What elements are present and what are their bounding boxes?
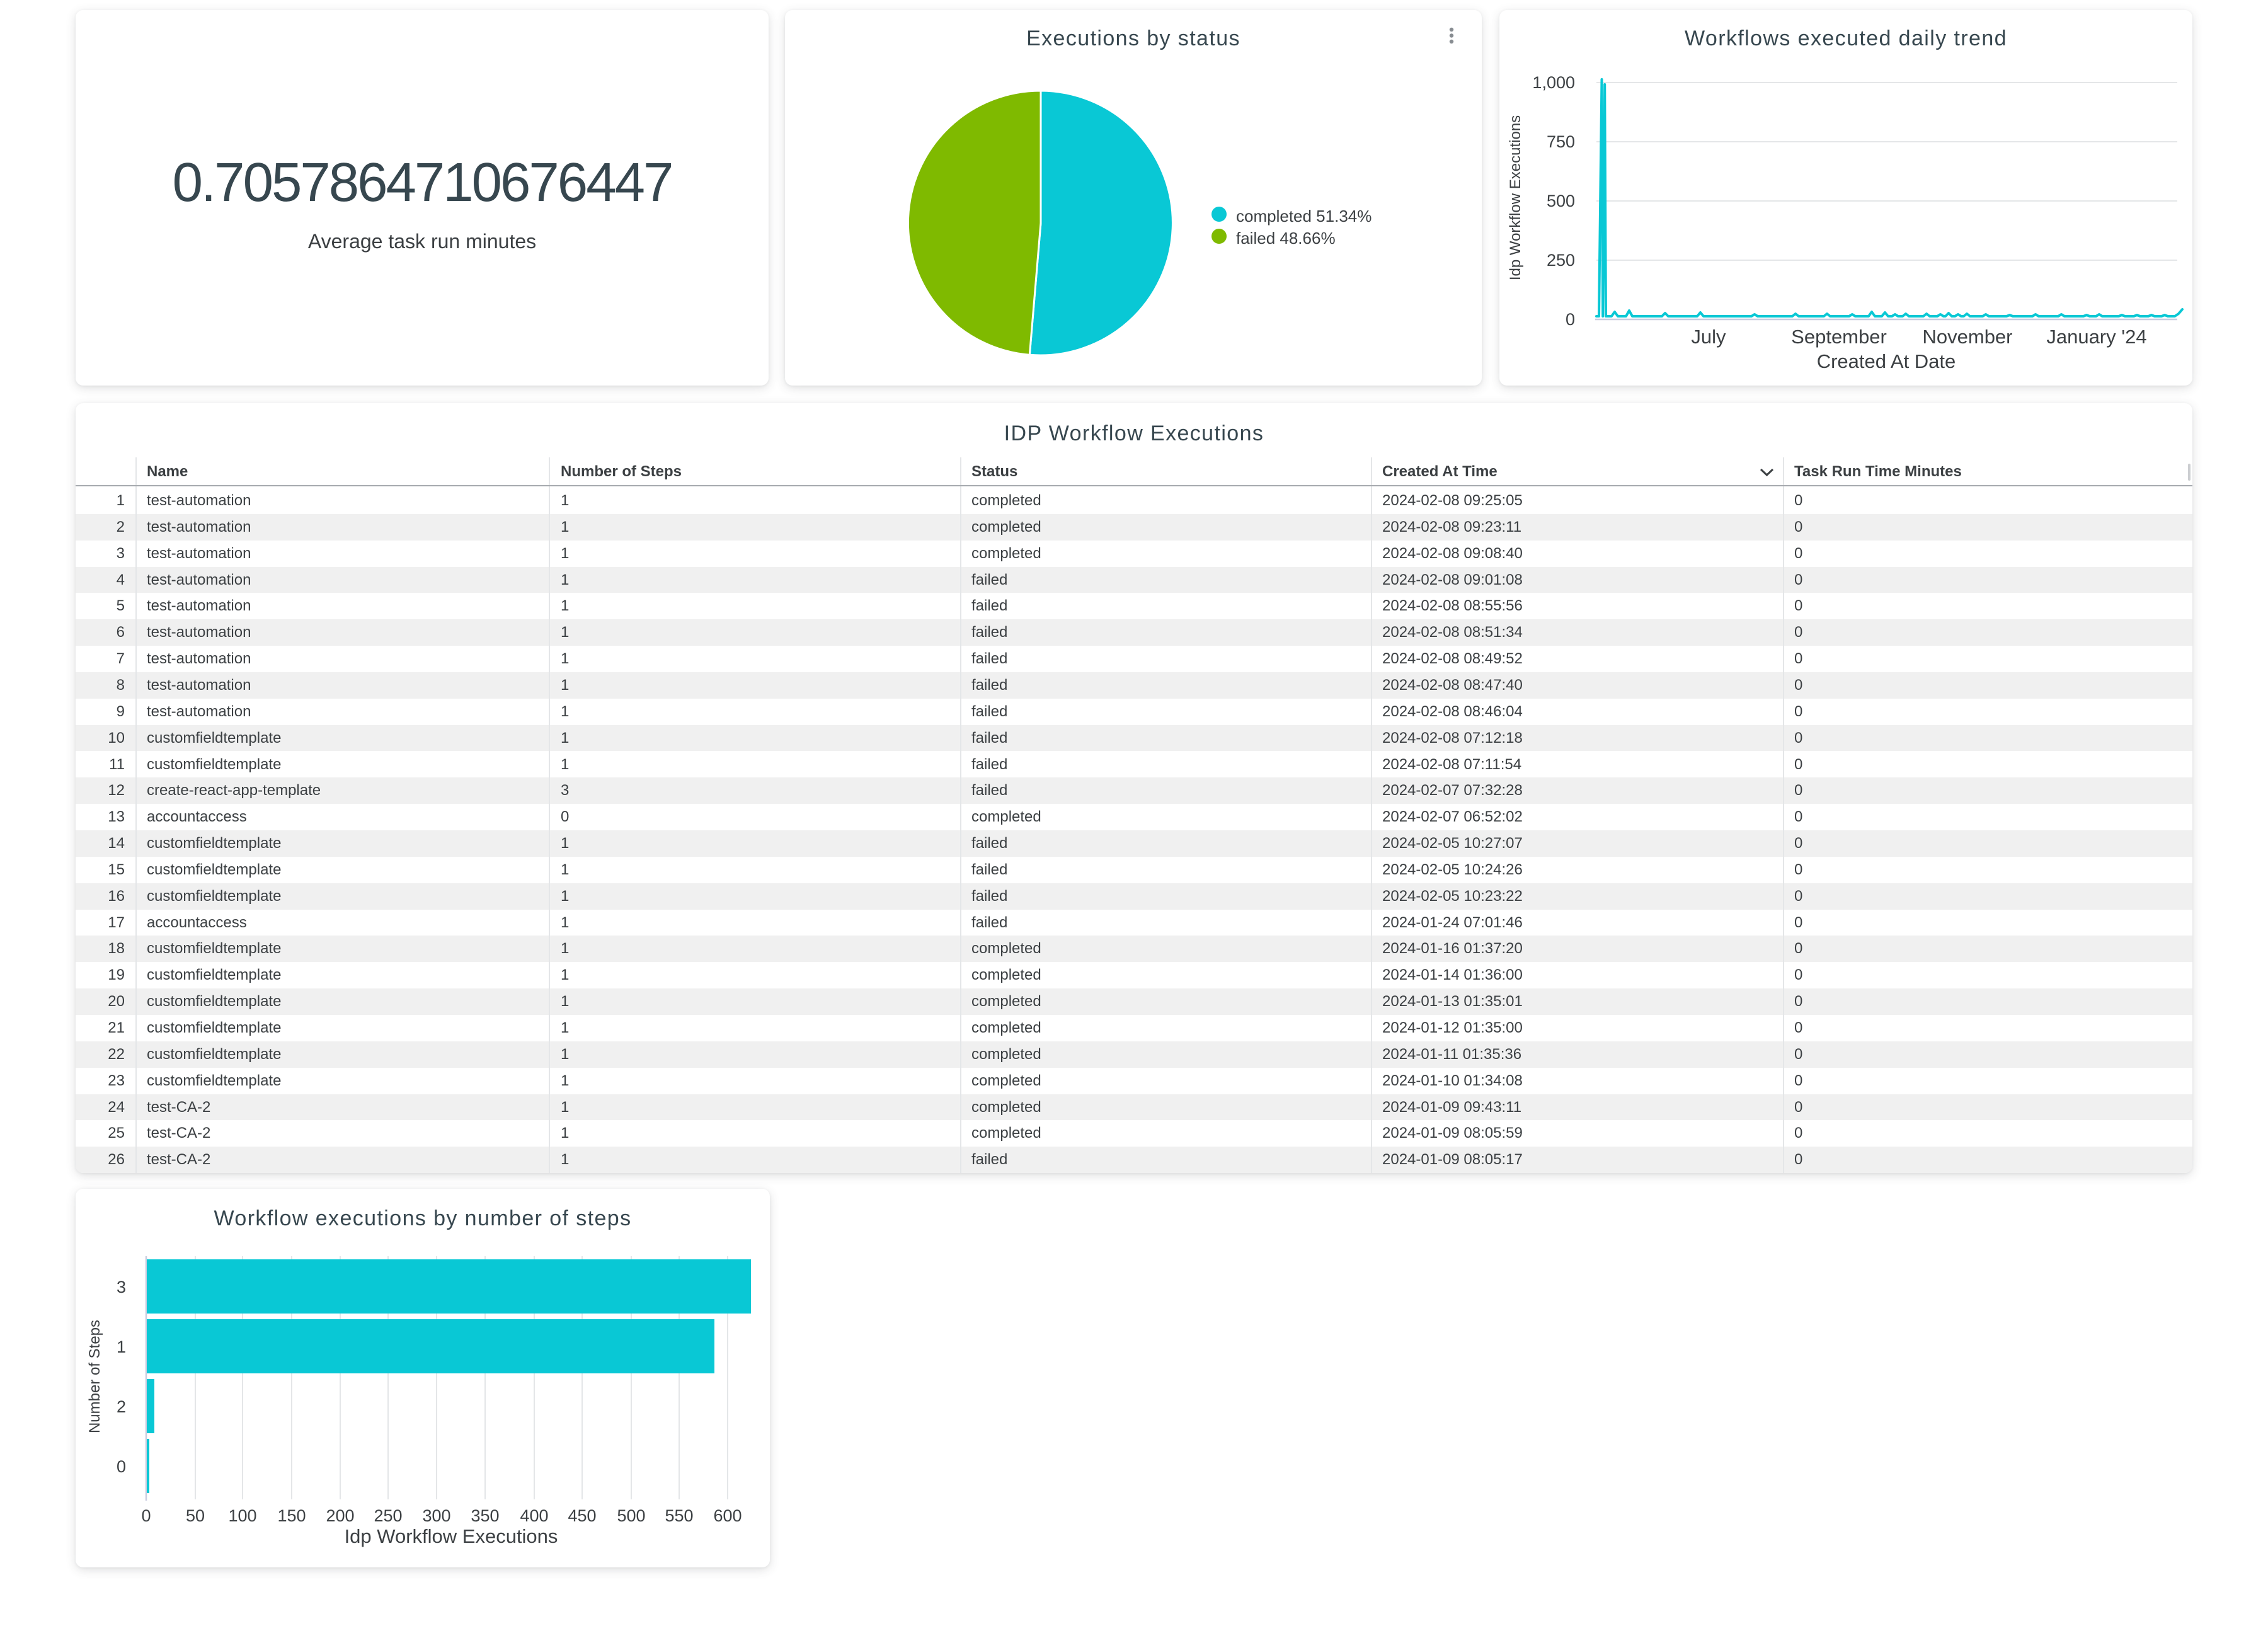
- svg-text:200: 200: [326, 1506, 354, 1525]
- svg-text:July: July: [1691, 326, 1726, 348]
- svg-text:250: 250: [374, 1506, 402, 1525]
- svg-text:0: 0: [141, 1506, 151, 1525]
- svg-text:600: 600: [713, 1506, 742, 1525]
- svg-text:750: 750: [1547, 132, 1575, 151]
- svg-text:300: 300: [422, 1506, 450, 1525]
- svg-text:3: 3: [117, 1278, 126, 1297]
- svg-text:2: 2: [117, 1397, 126, 1416]
- svg-text:50: 50: [186, 1506, 205, 1525]
- svg-text:250: 250: [1547, 251, 1575, 270]
- svg-text:November: November: [1923, 326, 2013, 348]
- svg-text:September: September: [1791, 326, 1887, 348]
- svg-text:January '24: January '24: [2046, 326, 2146, 348]
- svg-text:500: 500: [1547, 192, 1575, 210]
- svg-text:0: 0: [117, 1457, 126, 1476]
- svg-text:350: 350: [471, 1506, 499, 1525]
- svg-text:150: 150: [277, 1506, 306, 1525]
- svg-text:450: 450: [568, 1506, 596, 1525]
- svg-text:Idp Workflow Executions: Idp Workflow Executions: [1507, 115, 1524, 280]
- svg-text:500: 500: [617, 1506, 645, 1525]
- svg-text:1,000: 1,000: [1532, 73, 1575, 92]
- svg-text:400: 400: [520, 1506, 548, 1525]
- svg-text:failed 48.66%: failed 48.66%: [1236, 229, 1336, 248]
- svg-text:Number of Steps: Number of Steps: [86, 1320, 103, 1433]
- svg-text:100: 100: [228, 1506, 256, 1525]
- svg-text:550: 550: [665, 1506, 693, 1525]
- svg-text:completed 51.34%: completed 51.34%: [1236, 207, 1372, 226]
- svg-text:Idp Workflow Executions: Idp Workflow Executions: [345, 1525, 558, 1547]
- svg-text:0: 0: [1566, 310, 1575, 329]
- svg-text:Created At Date: Created At Date: [1817, 350, 1956, 372]
- svg-text:1: 1: [117, 1337, 126, 1356]
